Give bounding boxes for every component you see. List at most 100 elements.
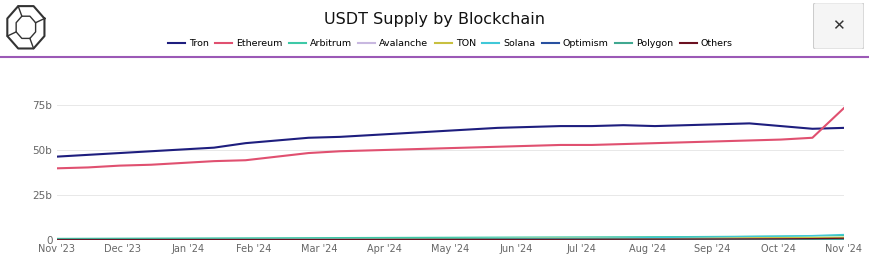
Arbitrum [461,236,471,239]
TON [461,237,471,241]
Tron [240,141,250,145]
TON [114,239,124,242]
Tron [680,124,691,127]
Polygon [303,237,314,241]
Tron [712,123,722,126]
Polygon [51,237,62,241]
Solana [712,235,722,238]
Solana [680,236,691,239]
Solana [492,237,502,241]
Optimism [114,238,124,242]
Optimism [838,238,848,242]
Avalanche [492,238,502,241]
Avalanche [366,238,376,241]
TON [712,236,722,239]
Arbitrum [775,235,786,238]
Solana [146,238,156,242]
Arbitrum [743,235,753,238]
Arbitrum [428,236,439,239]
Avalanche [712,238,722,241]
Polygon [806,238,817,241]
Legend: Tron, Ethereum, Arbitrum, Avalanche, TON, Solana, Optimism, Polygon, Others: Tron, Ethereum, Arbitrum, Avalanche, TON… [164,35,735,52]
Avalanche [838,238,848,241]
Ethereum [712,140,722,143]
Polygon [492,238,502,241]
Ethereum [428,147,439,150]
Arbitrum [712,235,722,238]
TON [366,238,376,241]
Others [618,238,628,241]
Solana [240,238,250,241]
Optimism [146,238,156,242]
Arbitrum [114,237,124,240]
Solana [51,238,62,242]
Optimism [492,238,502,242]
Ethereum [586,143,596,147]
Others [838,237,848,240]
Tron [428,130,439,133]
TON [649,236,660,240]
Others [775,237,786,241]
Tron [586,124,596,128]
Tron [743,122,753,125]
Polygon [649,238,660,241]
Polygon [335,238,345,241]
Arbitrum [554,235,565,239]
Ethereum [743,139,753,142]
Avalanche [649,238,660,241]
TON [335,238,345,241]
Others [523,238,534,241]
Ethereum [335,150,345,153]
Arbitrum [586,235,596,239]
Arbitrum [806,234,817,238]
Tron [51,155,62,158]
Polygon [680,238,691,241]
Arbitrum [240,236,250,239]
Optimism [743,238,753,242]
Solana [303,238,314,241]
Ethereum [649,141,660,145]
Others [209,238,219,241]
Avalanche [461,238,471,241]
Optimism [303,238,314,242]
Ethereum [114,164,124,167]
Ethereum [461,146,471,149]
Tron [649,124,660,128]
TON [83,239,93,242]
Others [335,238,345,241]
Solana [397,238,408,241]
Tron [806,127,817,130]
Line: Others: Others [56,238,843,240]
TON [428,237,439,241]
Others [649,238,660,241]
Avalanche [428,238,439,241]
Others [271,238,282,241]
Optimism [177,238,188,242]
Line: Solana: Solana [56,235,843,240]
Polygon [177,237,188,241]
TON [271,238,282,241]
Avalanche [523,238,534,241]
Ethereum [177,161,188,165]
Ethereum [523,144,534,147]
Tron [271,139,282,142]
Tron [492,126,502,129]
Text: USDT Supply by Blockchain: USDT Supply by Blockchain [324,12,545,27]
Optimism [366,238,376,242]
Tron [177,148,188,151]
Solana [177,238,188,242]
Optimism [83,238,93,242]
Line: Tron: Tron [56,123,843,157]
Avalanche [680,238,691,241]
Others [146,238,156,241]
Ethereum [554,143,565,147]
Avalanche [51,238,62,241]
Avalanche [775,238,786,241]
Others [586,238,596,241]
Solana [743,235,753,238]
Others [114,238,124,241]
Polygon [523,238,534,241]
Optimism [523,238,534,242]
Tron [83,153,93,156]
Solana [335,238,345,241]
